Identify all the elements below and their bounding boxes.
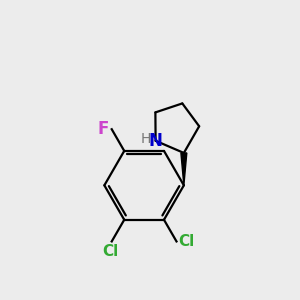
Text: H: H — [141, 132, 152, 146]
Text: Cl: Cl — [102, 244, 119, 260]
Text: N: N — [149, 132, 163, 150]
Polygon shape — [181, 153, 187, 185]
Text: F: F — [98, 120, 110, 138]
Text: Cl: Cl — [178, 234, 194, 249]
